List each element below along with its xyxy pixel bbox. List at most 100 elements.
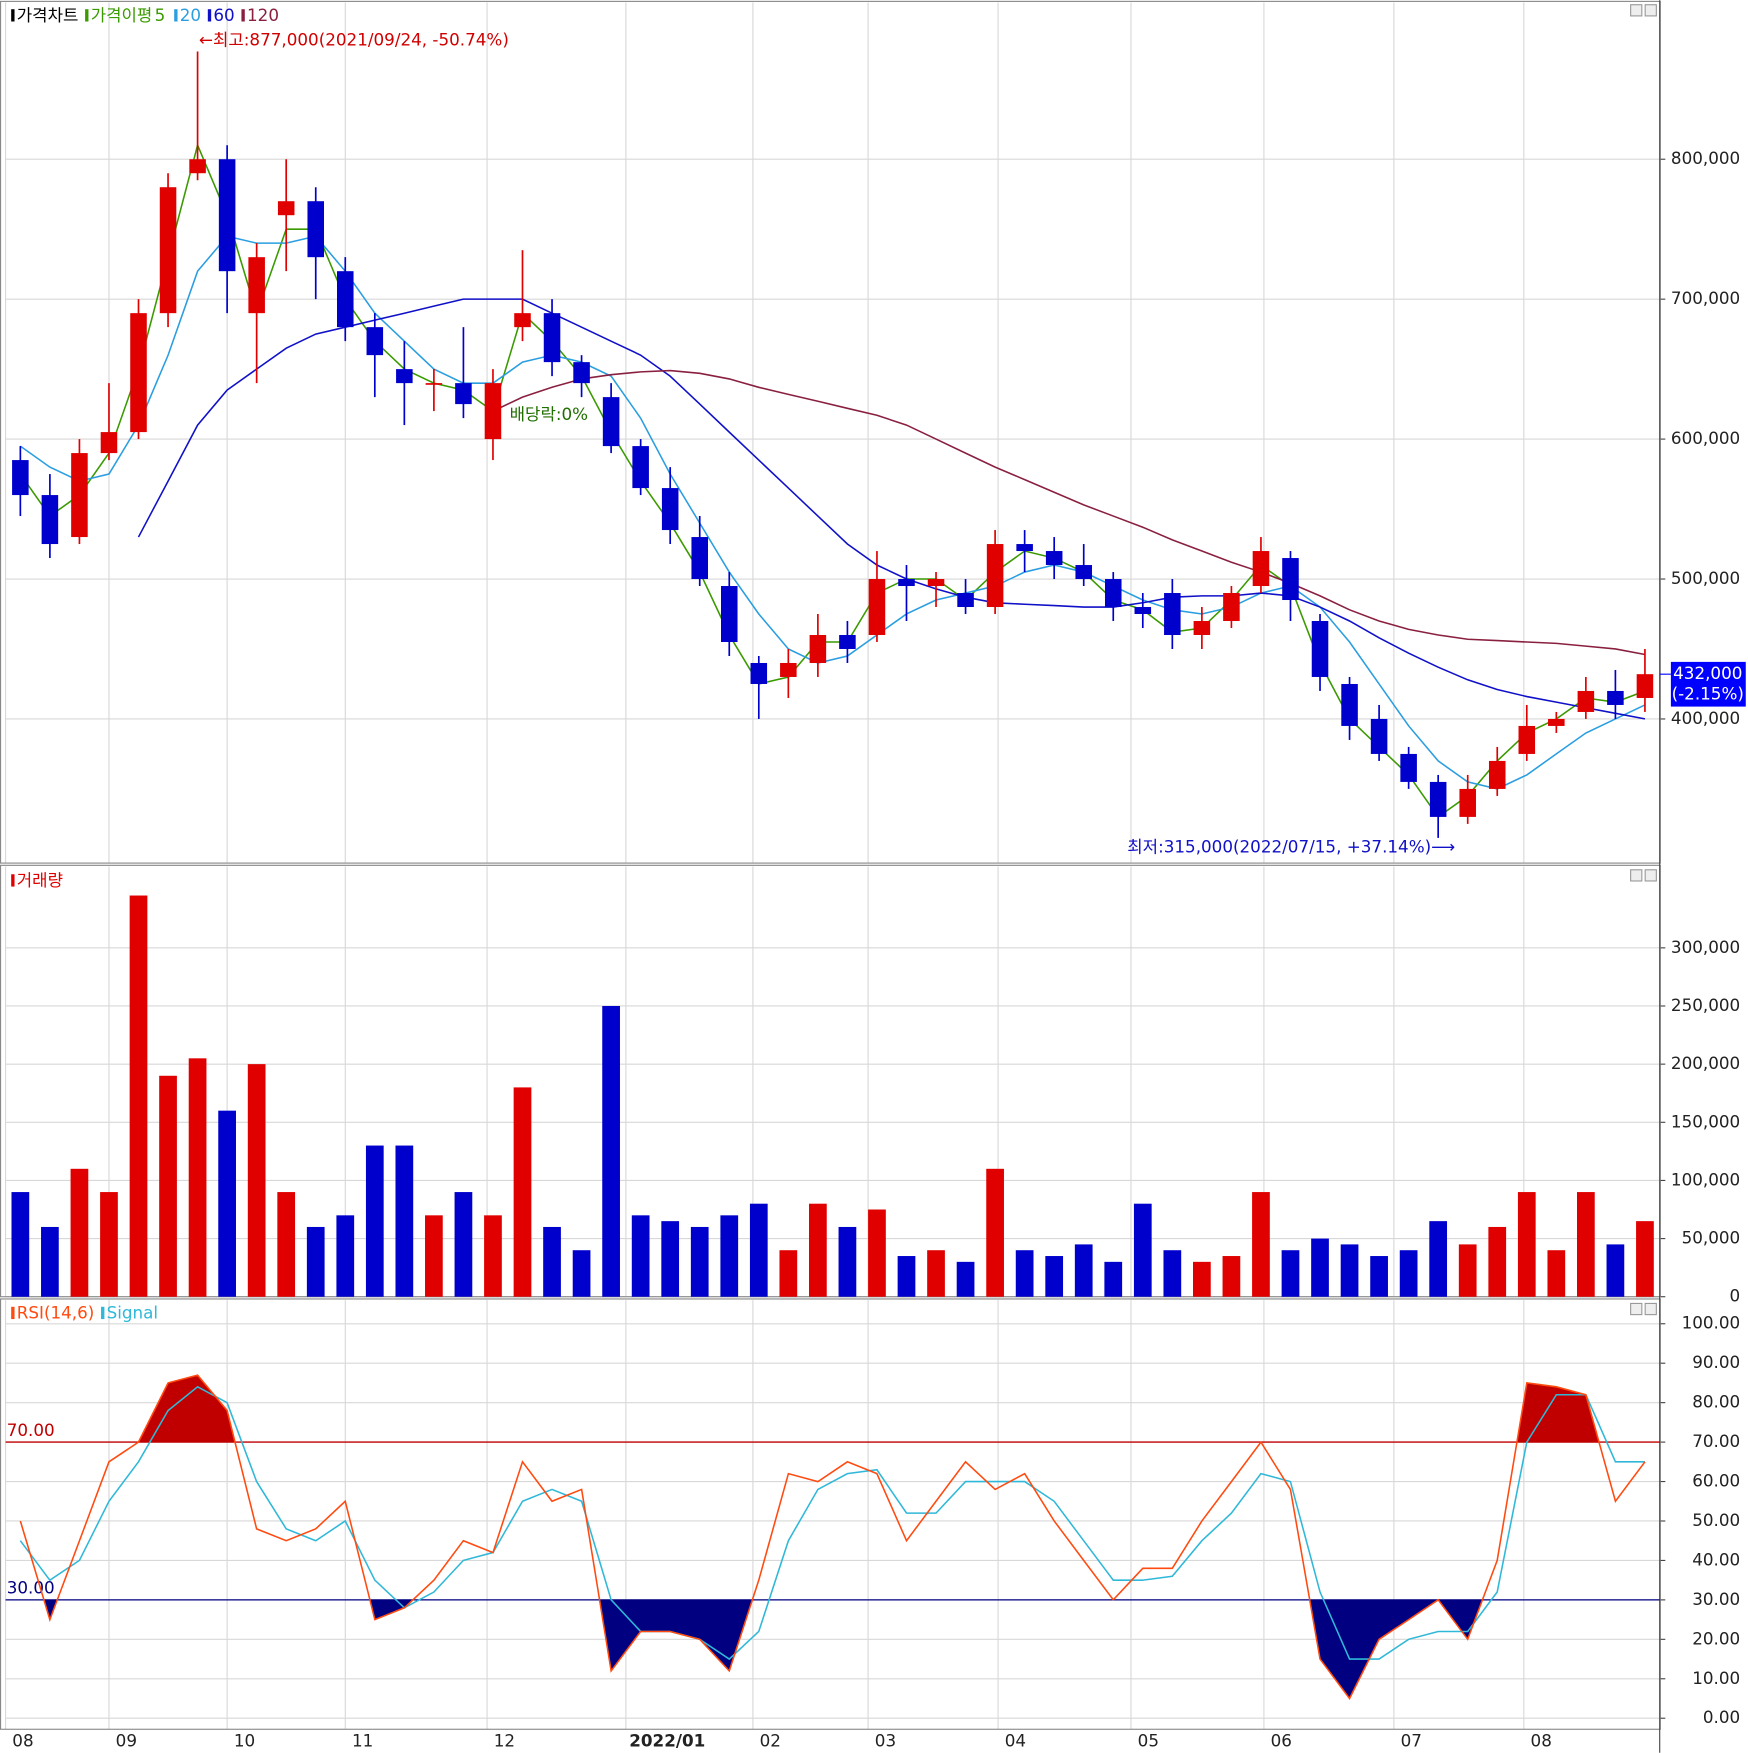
candle-body [12, 460, 29, 496]
volume-bar [159, 1075, 177, 1297]
volume-bar [70, 1168, 89, 1297]
candle-body [1370, 718, 1388, 754]
candle-body [1607, 690, 1624, 705]
volume-bar [1015, 1250, 1034, 1297]
legend-swatch [174, 9, 178, 22]
y-tick-label: 0.00 [1703, 1707, 1740, 1727]
x-tick-label: 05 [1138, 1731, 1159, 1751]
x-tick-label: 04 [1005, 1731, 1026, 1751]
y-tick-label: 500,000 [1671, 568, 1740, 588]
candle-body [218, 159, 236, 272]
candle-body [720, 586, 738, 642]
level-label: 70.00 [7, 1420, 55, 1440]
candle-body [277, 201, 295, 216]
candle-body [1341, 683, 1358, 726]
y-tick-label: 150,000 [1671, 1111, 1740, 1131]
volume-bar [779, 1250, 798, 1297]
legend-title: 가격차트 [17, 5, 79, 25]
panel-controls[interactable] [1630, 4, 1657, 1316]
y-tick-label: 600,000 [1671, 428, 1740, 448]
candle-body [809, 634, 827, 663]
candle-body [573, 362, 590, 384]
volume-bar [1340, 1244, 1359, 1297]
y-tick-label: 80.00 [1692, 1392, 1740, 1412]
volume-bar [484, 1215, 502, 1297]
candle-body [1016, 544, 1033, 552]
volume-bar [1517, 1192, 1536, 1297]
dividend-annotation: 배당락:0% [510, 404, 588, 424]
volume-bar [897, 1256, 916, 1297]
y-tick-label: 50.00 [1692, 1510, 1740, 1530]
volume-bar [1488, 1226, 1507, 1297]
y-tick-label: 300,000 [1671, 937, 1740, 957]
last-price-label: 432,000 [1673, 663, 1742, 683]
high-annotation: ←최고:877,000(2021/09/24, -50.74%) [199, 30, 509, 50]
close-button[interactable] [1644, 4, 1657, 17]
y-tick-label: 250,000 [1671, 995, 1740, 1015]
x-tick-label: 07 [1401, 1731, 1422, 1751]
candle-body [1075, 565, 1092, 580]
volume-bar [277, 1192, 296, 1297]
volume-bar [365, 1145, 384, 1297]
volume-bar [1399, 1250, 1418, 1297]
legend-label: 60 [213, 5, 234, 25]
volume-bar [513, 1087, 532, 1297]
y-tick-label: 800,000 [1671, 148, 1740, 168]
volume-bar [631, 1215, 650, 1297]
candle-body [100, 432, 118, 454]
candle-body [1223, 593, 1240, 622]
candle-body [868, 579, 886, 635]
moving-average-line [19, 235, 1646, 790]
minimize-button[interactable] [1630, 1302, 1643, 1316]
legend-ma-label: 가격이평 [91, 5, 153, 25]
legend-swatch [101, 1306, 105, 1320]
legend-swatch [11, 874, 15, 887]
moving-average-line [492, 369, 1646, 656]
x-tick-label: 03 [875, 1731, 896, 1751]
x-tick-label: 06 [1271, 1731, 1292, 1751]
volume-bar [986, 1168, 1004, 1297]
y-tick-label: 100,000 [1671, 1169, 1740, 1189]
volume-bar [1311, 1238, 1329, 1297]
candle-body [1134, 607, 1152, 615]
x-tick-label: 08 [12, 1731, 33, 1751]
candle-body [425, 383, 443, 385]
legend-swatch [241, 9, 245, 22]
y-tick-label: 200,000 [1671, 1053, 1740, 1073]
y-tick-label: 10.00 [1692, 1668, 1740, 1688]
volume-bar [395, 1145, 414, 1297]
x-tick-label: 02 [760, 1731, 781, 1751]
volume-bar [838, 1226, 857, 1297]
close-button[interactable] [1644, 1302, 1657, 1316]
volume-bar [129, 895, 148, 1297]
volume-bar [425, 1215, 443, 1297]
volume-bar [868, 1209, 886, 1297]
legend-label: 5 [155, 5, 166, 25]
x-tick-label: 08 [1531, 1731, 1552, 1751]
y-tick-label: 60.00 [1692, 1471, 1740, 1491]
volume-bar [336, 1215, 355, 1297]
y-tick-label: 40.00 [1692, 1549, 1740, 1569]
candle-body [189, 159, 206, 174]
candle-body [1518, 725, 1536, 754]
candle-body [307, 201, 325, 258]
minimize-button[interactable] [1630, 869, 1643, 882]
legend-label: 120 [247, 5, 279, 25]
x-tick-label: 12 [494, 1731, 515, 1751]
legend-swatch [207, 9, 212, 22]
candle-body [396, 369, 413, 384]
minimize-button[interactable] [1630, 4, 1643, 17]
volume-bar [1429, 1221, 1448, 1297]
volume-bar [1370, 1256, 1388, 1297]
volume-bar [454, 1192, 473, 1297]
volume-bar [1577, 1192, 1595, 1297]
candle-body [1045, 551, 1063, 566]
volume-bar [543, 1226, 561, 1297]
candle-body [898, 579, 915, 587]
volume-bar [1133, 1203, 1152, 1297]
close-button[interactable] [1644, 869, 1657, 882]
candle-body [130, 313, 147, 433]
candle-body [839, 634, 856, 649]
y-tick-label: 90.00 [1692, 1352, 1740, 1372]
